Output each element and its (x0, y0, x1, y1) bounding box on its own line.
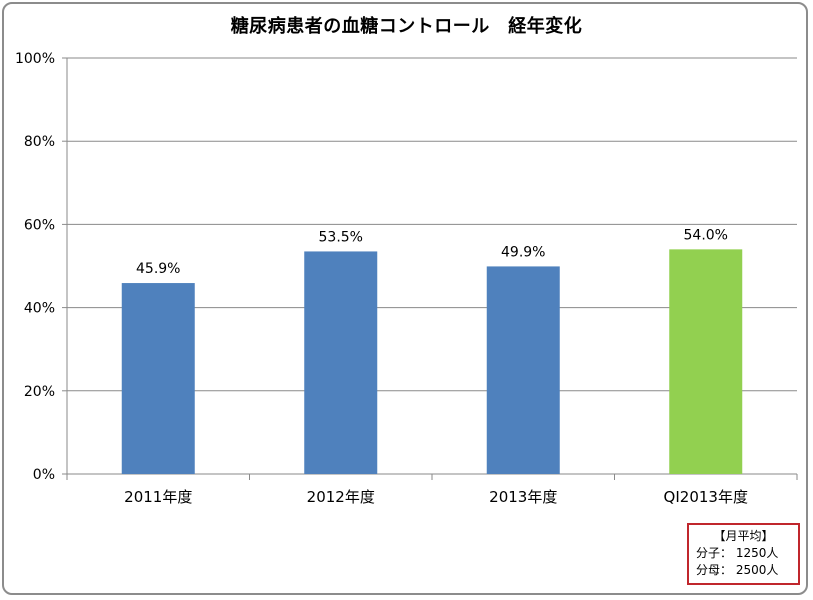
data-label: 53.5% (319, 229, 363, 245)
y-tick-label: 0% (33, 467, 55, 483)
y-tick-label: 60% (24, 217, 55, 233)
category-label: 2012年度 (307, 488, 375, 506)
y-tick-label: 100% (15, 51, 55, 67)
numerator-value: 1250人 (735, 546, 779, 560)
data-label: 49.9% (501, 244, 545, 260)
category-label: 2011年度 (124, 488, 192, 506)
y-tick-label: 40% (24, 301, 55, 317)
note-numerator-row: 分子： 1250人 (689, 545, 798, 562)
numerator-label: 分子： (696, 546, 733, 560)
data-label: 54.0% (684, 227, 728, 243)
denominator-value: 2500人 (735, 563, 779, 577)
denominator-label: 分母： (696, 563, 733, 577)
bar (121, 283, 195, 474)
y-tick-label: 80% (24, 134, 55, 150)
bar (304, 251, 378, 474)
bar (486, 266, 560, 474)
y-tick-label: 20% (24, 384, 55, 400)
data-label: 45.9% (136, 261, 180, 277)
category-label: 2013年度 (489, 488, 557, 506)
note-denominator-row: 分母： 2500人 (689, 562, 798, 579)
note-title: 【月平均】 (713, 529, 774, 543)
bar (669, 249, 743, 474)
monthly-average-note: 【月平均】 分子： 1250人 分母： 2500人 (687, 523, 800, 585)
chart-title: 糖尿病患者の血糖コントロール 経年変化 (230, 16, 583, 37)
category-label: QI2013年度 (664, 488, 748, 506)
